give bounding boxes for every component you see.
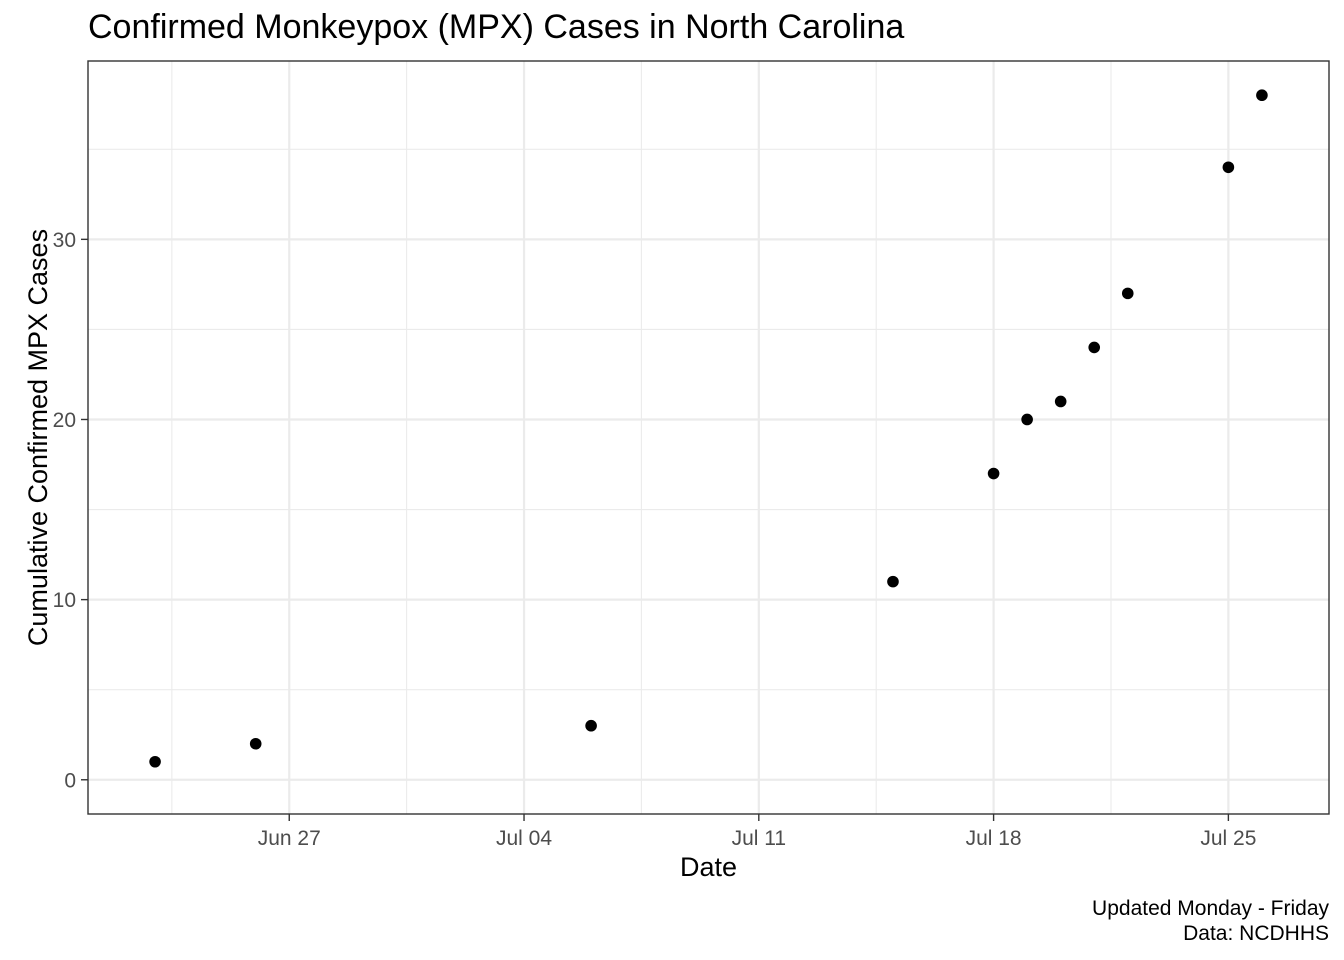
y-tick-label: 20	[53, 409, 76, 432]
point-layer	[149, 89, 1268, 768]
data-point	[1021, 413, 1033, 426]
y-tick-label: 30	[53, 229, 76, 252]
data-point	[1054, 395, 1067, 408]
y-tick-label: 0	[64, 769, 76, 792]
data-point	[1222, 161, 1235, 174]
y-axis-title: Cumulative Confirmed MPX Cases	[23, 229, 53, 646]
caption-data-source: Data: NCDHHS	[1183, 922, 1329, 945]
y-tick-label: 10	[53, 589, 76, 612]
x-axis-title: Date	[680, 852, 737, 882]
x-tick-label: Jun 27	[258, 827, 321, 850]
plot-frame	[87, 60, 1330, 815]
x-tick-label: Jul 18	[966, 827, 1022, 850]
data-point	[1121, 287, 1134, 300]
chart-title: Confirmed Monkeypox (MPX) Cases in North…	[88, 8, 904, 46]
caption-update-schedule: Updated Monday - Friday	[1092, 897, 1329, 920]
x-tick-label: Jul 25	[1200, 827, 1256, 850]
tick-layer: Jun 27 Jul 04 Jul 11 Jul 18 Jul 25 0 10 20 30	[53, 229, 1257, 850]
x-tick-label: Jul 04	[496, 827, 552, 850]
data-point	[249, 737, 262, 750]
data-point	[887, 575, 899, 588]
x-tick-label: Jul 11	[732, 827, 786, 850]
data-point	[1256, 89, 1268, 102]
grid-layer	[88, 61, 1329, 814]
data-point	[149, 755, 161, 768]
data-point	[585, 719, 597, 732]
data-point	[987, 467, 1000, 480]
data-point	[1088, 341, 1101, 354]
